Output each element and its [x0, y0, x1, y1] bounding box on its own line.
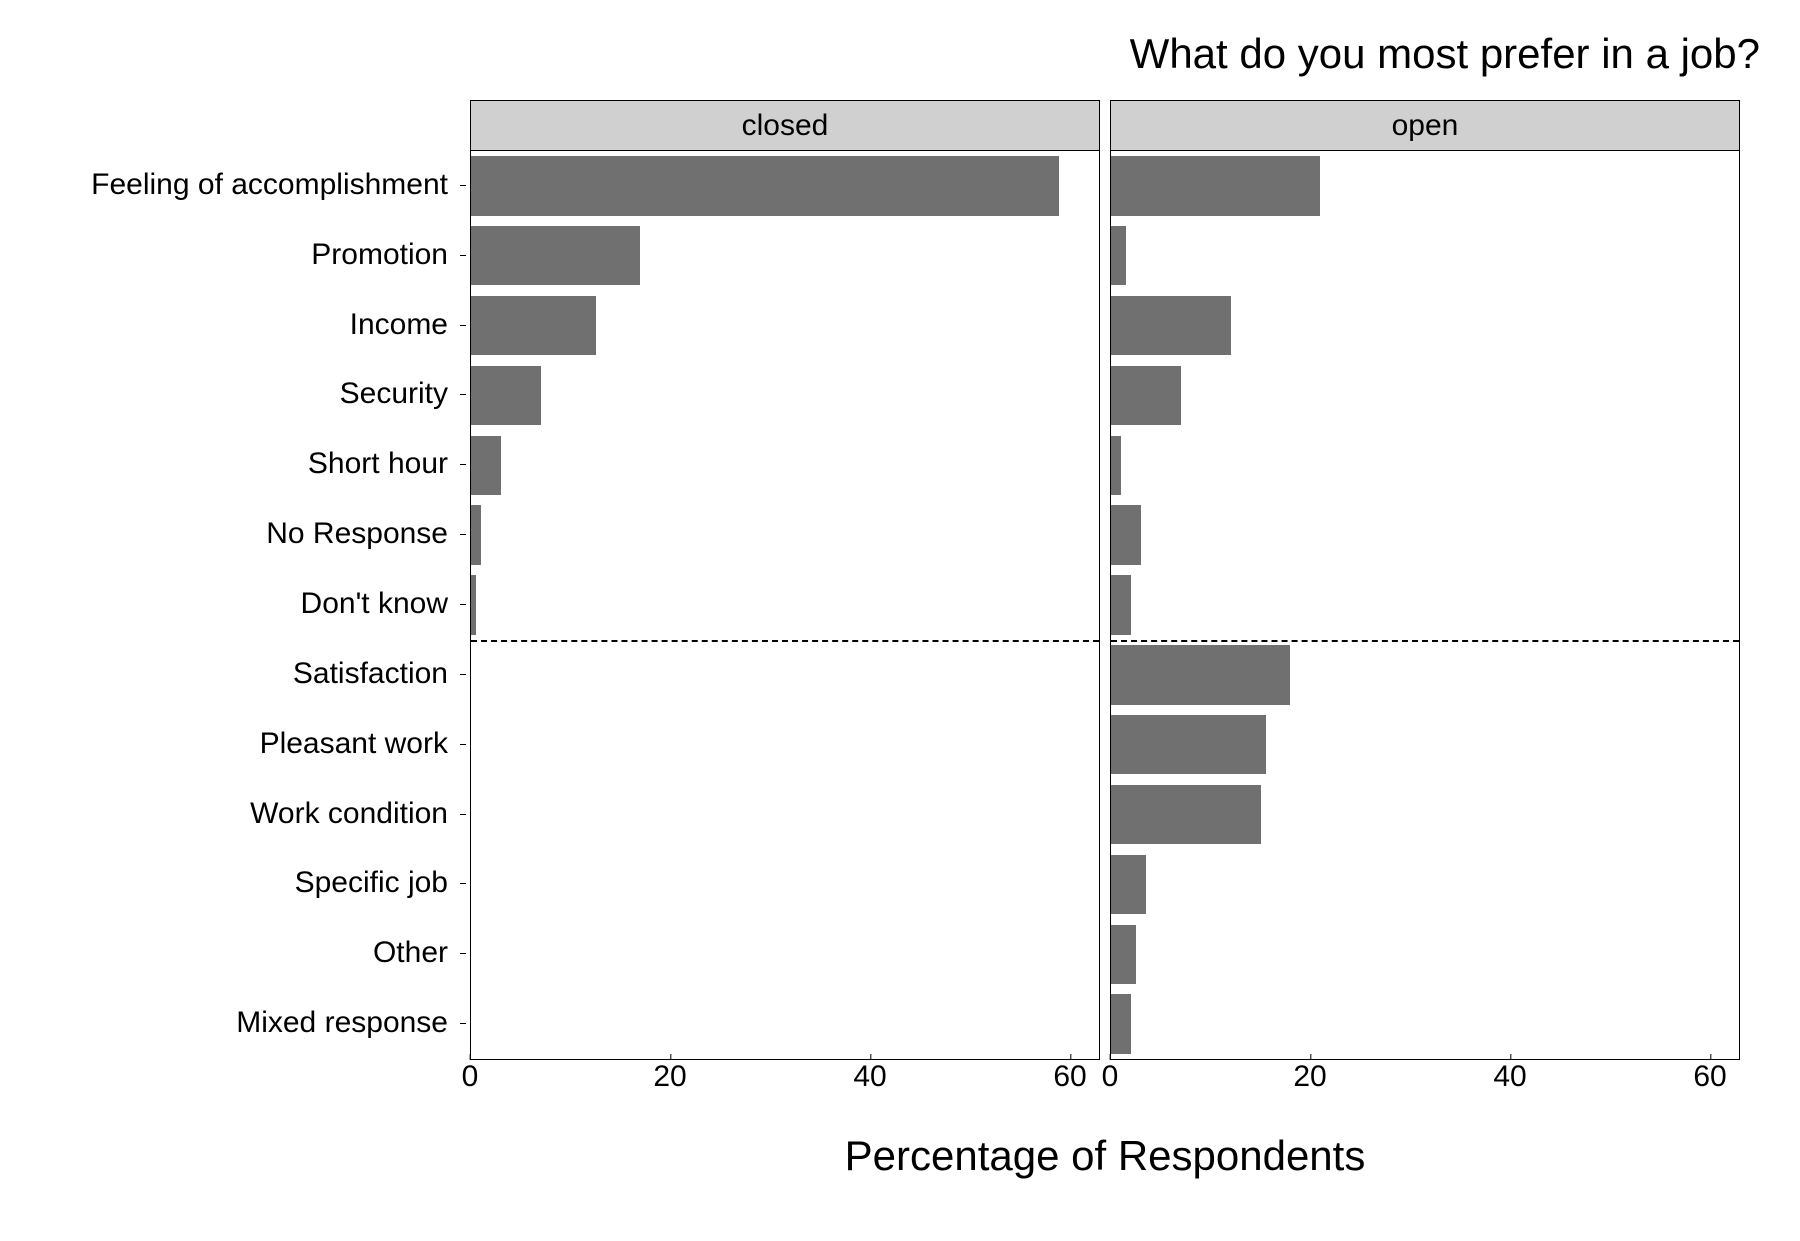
y-tick-label: Feeling of accomplishment: [91, 168, 448, 202]
y-axis-labels: Feeling of accomplishment Promotion Income…: [20, 150, 460, 1060]
y-tick-label: Income: [350, 308, 448, 342]
bars-region-closed: [471, 151, 1099, 1059]
y-tick-label: Satisfaction: [293, 657, 448, 691]
bar: [1111, 785, 1261, 844]
x-axis: 02040600204060: [470, 1060, 1740, 1110]
bar: [471, 505, 481, 564]
y-tick-label: Pleasant work: [260, 727, 448, 761]
y-tick-label: Work condition: [250, 797, 448, 831]
x-tick: 20: [653, 1060, 686, 1094]
x-ticks-closed: 0204060: [470, 1060, 1100, 1110]
y-tick-label: Don't know: [301, 587, 448, 621]
y-tick-mark: [460, 883, 466, 884]
bar: [471, 226, 640, 285]
plot-area: closedopen: [470, 100, 1740, 1060]
y-tick-mark: [460, 185, 466, 186]
bar: [1111, 855, 1146, 914]
chart-container: What do you most prefer in a job? Feelin…: [20, 20, 1780, 1220]
bar: [471, 156, 1059, 215]
chart-title: What do you most prefer in a job?: [20, 30, 1760, 78]
y-tick-label: Specific job: [295, 866, 448, 900]
x-tick: 0: [1102, 1060, 1119, 1094]
x-tick: 40: [1493, 1060, 1526, 1094]
bar: [1111, 436, 1121, 495]
y-tick-label: Other: [373, 936, 448, 970]
bar: [471, 296, 596, 355]
facet-panel-open: open: [1110, 100, 1740, 1060]
bar: [1111, 645, 1290, 704]
y-tick-label: No Response: [266, 517, 448, 551]
y-tick-mark: [460, 394, 466, 395]
y-tick-mark: [460, 674, 466, 675]
x-tick: 20: [1293, 1060, 1326, 1094]
x-tick: 60: [1053, 1060, 1086, 1094]
bars-region-open: [1111, 151, 1739, 1059]
bar: [1111, 366, 1181, 425]
bar: [1111, 925, 1136, 984]
y-tick-label: Security: [340, 377, 448, 411]
bar: [1111, 156, 1320, 215]
bar: [1111, 226, 1126, 285]
y-tick-mark: [460, 744, 466, 745]
bar: [471, 436, 501, 495]
bar: [1111, 296, 1231, 355]
bar: [1111, 505, 1141, 564]
bar: [1111, 575, 1131, 634]
y-tick-mark: [460, 953, 466, 954]
y-tick-mark: [460, 325, 466, 326]
y-tick-label: Mixed response: [236, 1006, 448, 1040]
x-tick: 40: [853, 1060, 886, 1094]
x-tick: 60: [1693, 1060, 1726, 1094]
x-axis-title: Percentage of Respondents: [470, 1132, 1740, 1180]
bar: [1111, 994, 1131, 1053]
facet-panel-closed: closed: [470, 100, 1100, 1060]
facet-header-open: open: [1111, 101, 1739, 151]
y-tick-label: Promotion: [311, 238, 448, 272]
divider-line: [471, 640, 1099, 642]
facet-header-closed: closed: [471, 101, 1099, 151]
divider-line: [1111, 640, 1739, 642]
y-tick-mark: [460, 1023, 466, 1024]
y-tick-mark: [460, 255, 466, 256]
y-tick-mark: [460, 604, 466, 605]
y-tick-label: Short hour: [308, 447, 448, 481]
bar: [471, 366, 541, 425]
bar: [1111, 715, 1266, 774]
y-tick-mark: [460, 814, 466, 815]
y-tick-mark: [460, 464, 466, 465]
x-tick: 0: [462, 1060, 479, 1094]
y-tick-mark: [460, 534, 466, 535]
x-ticks-open: 0204060: [1110, 1060, 1740, 1110]
bar: [471, 575, 476, 634]
